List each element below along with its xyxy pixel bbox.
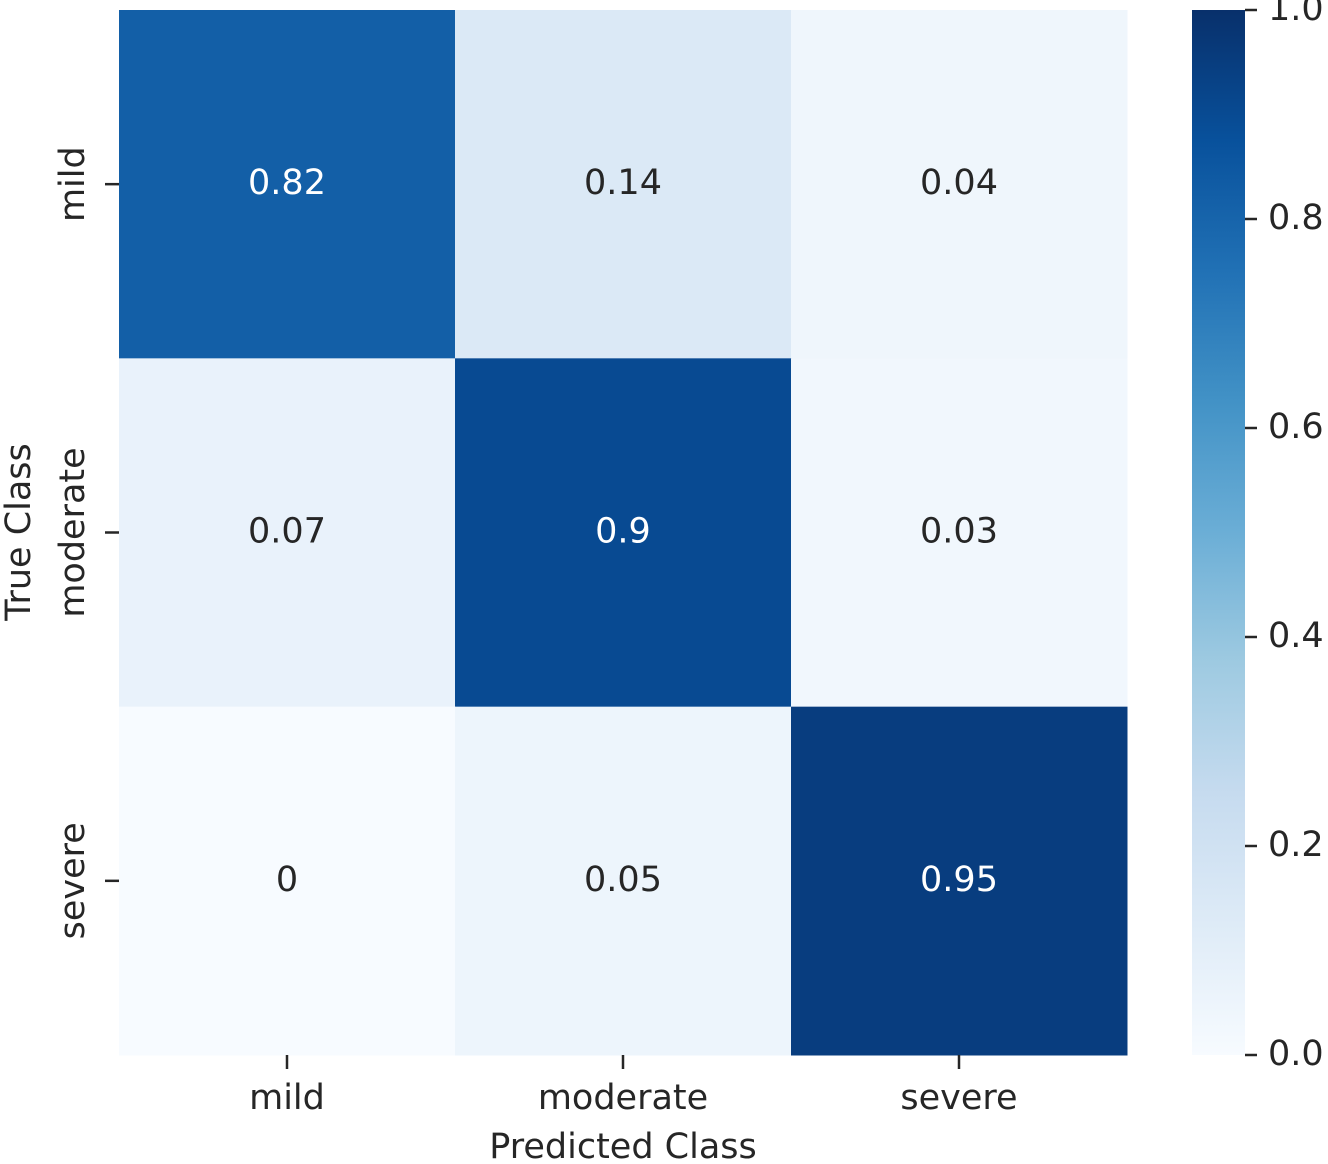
- y-tick-label: moderate: [53, 447, 93, 617]
- cell-label: 0.82: [248, 163, 326, 203]
- heatmap-cell: [119, 10, 456, 359]
- y-tick-label: mild: [53, 146, 93, 222]
- cell-label: 0.05: [584, 860, 662, 900]
- colorbar-tick-label: 0.8: [1268, 198, 1324, 238]
- cell-label: 0.9: [595, 512, 651, 552]
- x-tick-label: mild: [249, 1078, 325, 1118]
- colorbar-tick-label: 0.6: [1268, 407, 1324, 447]
- heatmap-cell: [119, 358, 456, 708]
- heatmap-cell: [791, 358, 1128, 708]
- x-tick-label: moderate: [538, 1078, 708, 1118]
- x-axis-label: Predicted Class: [489, 1127, 757, 1164]
- cell-label: 0.95: [920, 860, 998, 900]
- heatmap-cell: [119, 706, 456, 1056]
- heatmap-cell: [791, 10, 1128, 359]
- heatmap-cell: [455, 358, 792, 708]
- colorbar-tick-label: 1.0: [1268, 0, 1324, 29]
- cell-label: 0.07: [248, 512, 326, 552]
- x-tick-label: severe: [900, 1078, 1017, 1118]
- heatmap-cell: [455, 10, 792, 359]
- cell-label: 0: [276, 860, 298, 900]
- colorbar-tick-label: 0.2: [1268, 825, 1324, 865]
- cell-label: 0.04: [920, 163, 998, 203]
- colorbar: [1192, 10, 1245, 1055]
- heatmap-cell: [791, 706, 1128, 1056]
- y-tick-label: severe: [53, 822, 93, 939]
- y-axis-label: True Class: [0, 443, 39, 622]
- colorbar-tick-label: 0.0: [1268, 1034, 1324, 1074]
- colorbar-tick-label: 0.4: [1268, 616, 1324, 656]
- heatmap-cell: [455, 706, 792, 1056]
- cell-label: 0.03: [920, 512, 998, 552]
- cell-label: 0.14: [584, 163, 662, 203]
